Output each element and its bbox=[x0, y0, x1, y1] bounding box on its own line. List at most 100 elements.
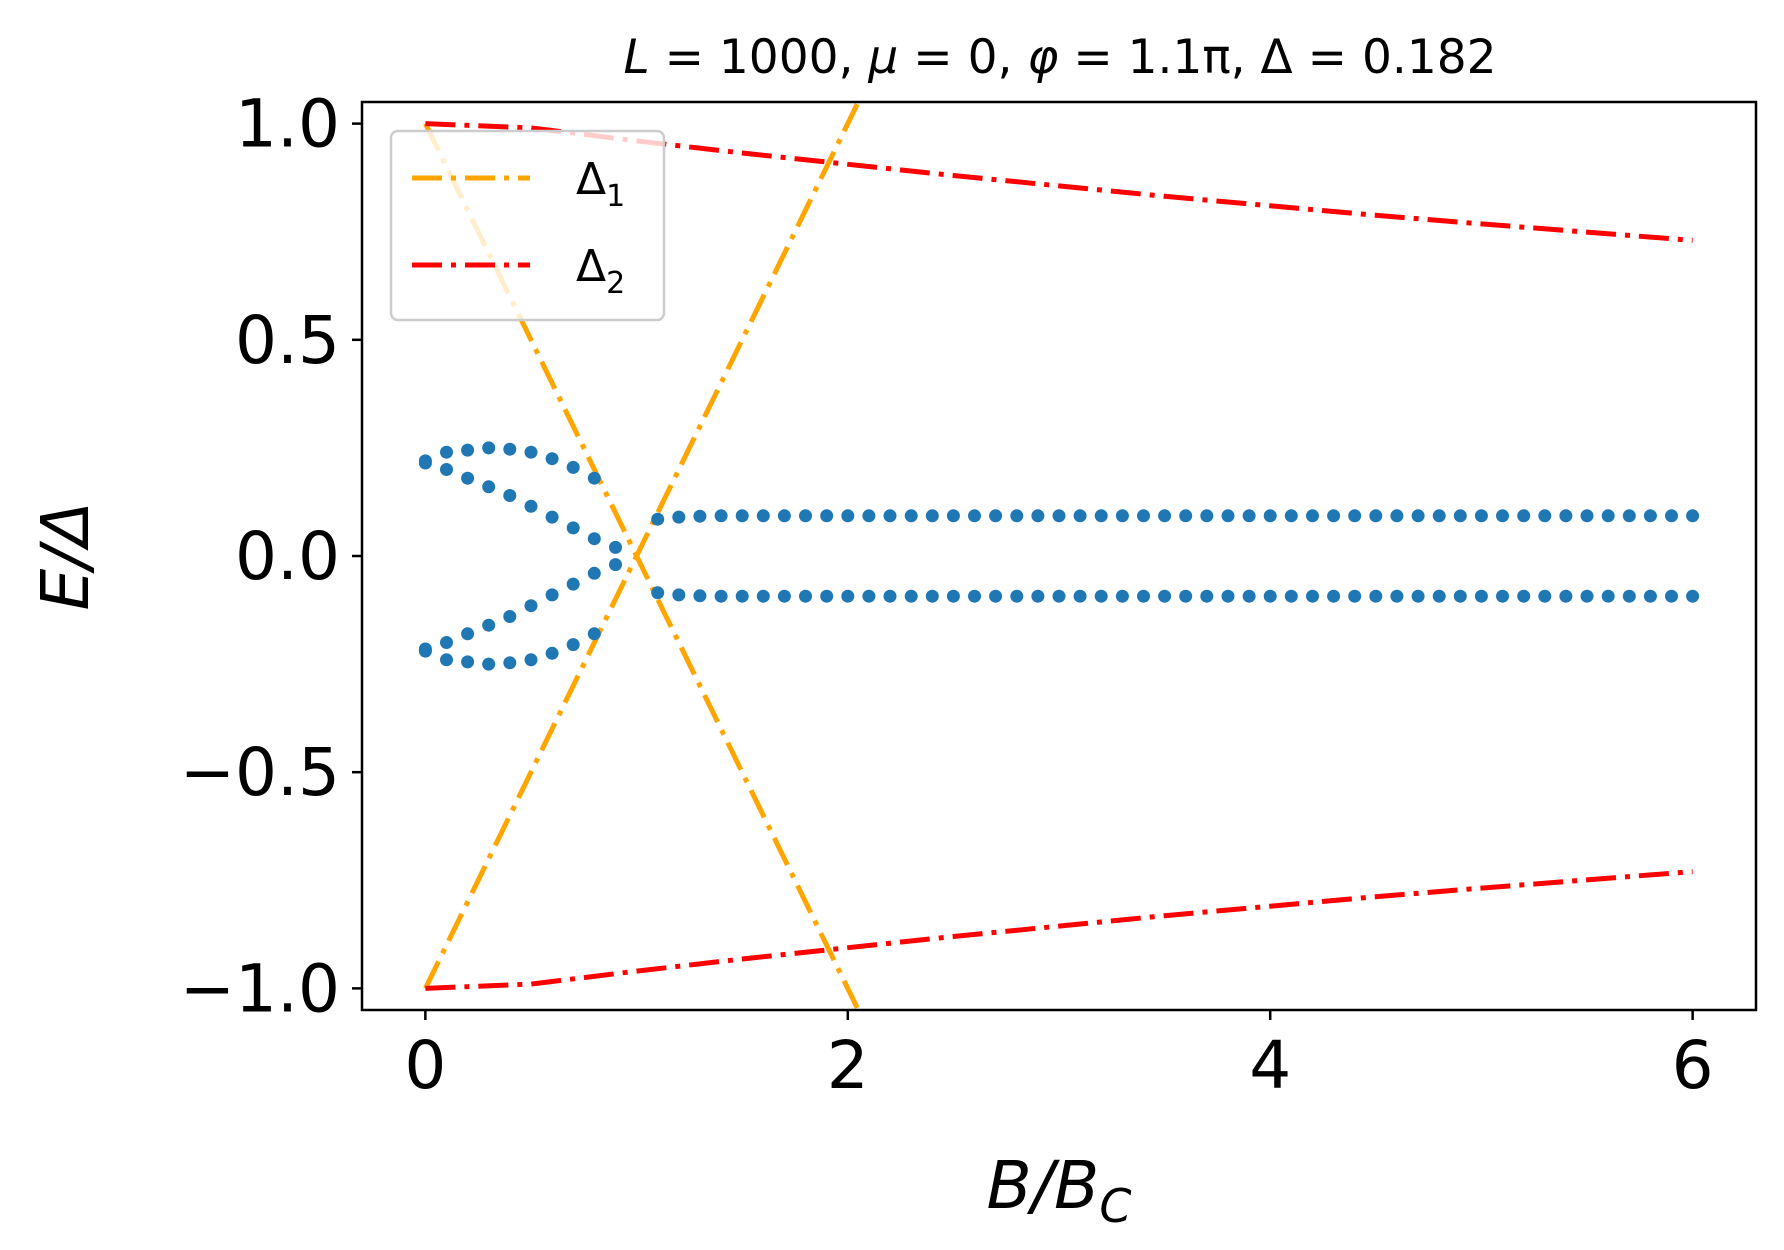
data-point bbox=[1369, 509, 1383, 523]
data-point bbox=[503, 656, 517, 670]
y-tick-label: 1.0 bbox=[235, 86, 340, 163]
data-point bbox=[651, 586, 665, 600]
data-point bbox=[1306, 509, 1319, 523]
data-point bbox=[1221, 509, 1235, 523]
data-point bbox=[566, 638, 580, 652]
data-point bbox=[1242, 589, 1256, 603]
data-point bbox=[1031, 509, 1045, 523]
data-point bbox=[566, 460, 580, 474]
data-point bbox=[1158, 589, 1172, 603]
data-point bbox=[1643, 509, 1657, 523]
data-point bbox=[946, 589, 960, 603]
data-point bbox=[1474, 589, 1488, 603]
data-point bbox=[841, 509, 855, 523]
data-point bbox=[545, 510, 559, 524]
data-point bbox=[925, 509, 939, 523]
data-point bbox=[545, 452, 559, 466]
data-point bbox=[609, 540, 622, 554]
chart-title: L = 1000, μ = 0, φ = 1.1π, Δ = 0.182 bbox=[623, 30, 1496, 85]
data-point bbox=[482, 657, 496, 671]
data-point bbox=[1580, 589, 1594, 603]
data-point bbox=[904, 509, 918, 523]
data-point bbox=[1622, 589, 1636, 603]
data-point bbox=[777, 509, 791, 523]
data-point bbox=[799, 589, 812, 603]
title-phi-value: = 1.1π, Δ = 0.182 bbox=[1058, 30, 1496, 85]
data-point bbox=[989, 589, 1003, 603]
data-point bbox=[1031, 589, 1045, 603]
data-point bbox=[1538, 589, 1552, 603]
data-point bbox=[968, 589, 981, 603]
data-point bbox=[1073, 509, 1087, 523]
data-point bbox=[883, 509, 897, 523]
data-point bbox=[1411, 509, 1425, 523]
data-point bbox=[1179, 509, 1193, 523]
data-point bbox=[440, 445, 453, 459]
data-point bbox=[693, 509, 707, 523]
data-point bbox=[545, 588, 559, 602]
data-point bbox=[672, 588, 686, 602]
data-point bbox=[1559, 589, 1573, 603]
data-point bbox=[587, 627, 601, 641]
data-point bbox=[1432, 509, 1446, 523]
data-point bbox=[672, 510, 686, 524]
data-point bbox=[1411, 589, 1425, 603]
data-point bbox=[862, 509, 876, 523]
x-axis-title-main: B/B bbox=[987, 1147, 1100, 1224]
data-point bbox=[1348, 509, 1362, 523]
data-point bbox=[1115, 589, 1129, 603]
data-point bbox=[566, 521, 580, 535]
data-point bbox=[461, 655, 475, 669]
y-tick-label: 0.0 bbox=[235, 518, 340, 595]
data-point bbox=[1601, 509, 1615, 523]
legend-label-delta2: Δ2 bbox=[576, 241, 625, 301]
ticks-layer: 0 2 4 6 1.0 0.5 0.0 −0.5 −1.0 bbox=[180, 86, 1714, 1104]
data-point bbox=[524, 653, 538, 667]
x-axis-title-sub: C bbox=[1099, 1179, 1131, 1233]
data-point bbox=[968, 509, 981, 523]
data-point bbox=[1665, 589, 1678, 603]
data-point bbox=[524, 445, 538, 459]
series-line-3 bbox=[425, 869, 1693, 991]
legend-label-delta1-sub: 1 bbox=[606, 179, 625, 214]
title-mu-value: = 0, bbox=[898, 30, 1027, 85]
data-point bbox=[1284, 509, 1298, 523]
data-point bbox=[461, 443, 475, 457]
data-point bbox=[418, 644, 432, 658]
data-point bbox=[1327, 509, 1341, 523]
data-point bbox=[946, 509, 960, 523]
data-point bbox=[714, 509, 728, 523]
x-axis-title: B/BC bbox=[987, 1147, 1132, 1233]
data-point bbox=[1010, 509, 1024, 523]
data-point bbox=[1200, 589, 1214, 603]
data-point bbox=[545, 646, 559, 660]
data-point bbox=[1263, 509, 1277, 523]
y-tick-label: −1.0 bbox=[180, 950, 340, 1027]
data-point bbox=[1496, 509, 1509, 523]
legend-label-delta1-main: Δ bbox=[576, 154, 606, 205]
data-point bbox=[503, 442, 517, 456]
data-point bbox=[418, 456, 432, 470]
data-point bbox=[482, 441, 496, 455]
x-tick-label: 2 bbox=[827, 1027, 869, 1104]
data-point bbox=[440, 463, 453, 476]
data-point bbox=[1179, 589, 1193, 603]
data-point bbox=[1137, 509, 1150, 523]
data-point bbox=[1686, 589, 1700, 603]
data-point bbox=[1306, 589, 1319, 603]
data-point bbox=[735, 589, 749, 603]
data-point bbox=[756, 589, 770, 603]
data-point bbox=[440, 653, 453, 667]
x-tick-label: 4 bbox=[1249, 1027, 1291, 1104]
data-point bbox=[461, 471, 475, 485]
data-point bbox=[1686, 509, 1700, 523]
data-point bbox=[1010, 589, 1024, 603]
data-point bbox=[1369, 589, 1383, 603]
data-point bbox=[1094, 589, 1108, 603]
data-point bbox=[735, 509, 749, 523]
data-point bbox=[1665, 509, 1678, 523]
data-point bbox=[482, 480, 496, 494]
data-point bbox=[1453, 509, 1467, 523]
data-point bbox=[1115, 509, 1129, 523]
data-point bbox=[1200, 509, 1214, 523]
